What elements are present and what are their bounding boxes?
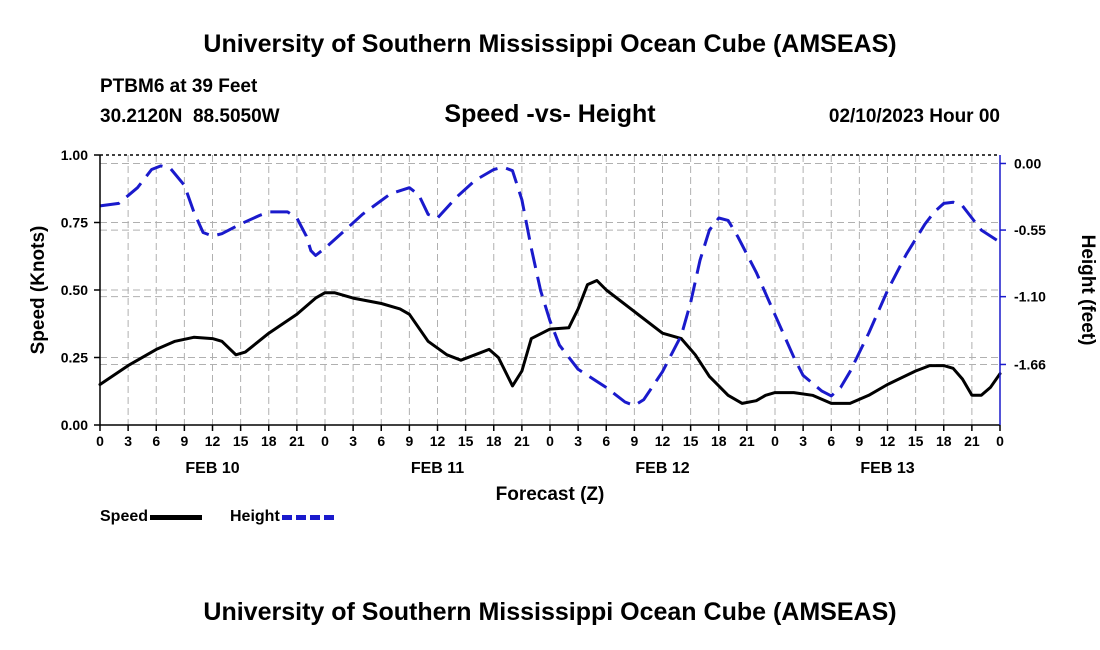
station-label: PTBM6 at 39 Feet (100, 76, 258, 97)
y-tick-label-left: 0.00 (61, 417, 88, 433)
y-tick-label-left: 1.00 (61, 147, 88, 163)
y-tick-label-right: -1.10 (1014, 289, 1046, 305)
x-tick-label: 18 (261, 433, 277, 449)
x-tick-label: 0 (546, 433, 554, 449)
x-tick-label: 21 (289, 433, 305, 449)
y-axis-left-label: Speed (Knots) (28, 226, 49, 355)
x-tick-label: 9 (405, 433, 413, 449)
x-tick-label: 12 (205, 433, 221, 449)
axes: 0 3 6 9 12 15 18 21 0 3 6 9 12 15 18 21 0 3 6 9 12 15 18 21 0 3 6 9… (61, 147, 1046, 477)
chart-subtitle: Speed -vs- Height (444, 100, 656, 128)
y-tick-label-right: -1.66 (1014, 356, 1046, 372)
x-tick-label: 3 (799, 433, 807, 449)
y-tick-label-left: 0.75 (61, 215, 88, 231)
x-tick-label: 0 (771, 433, 779, 449)
day-label: FEB 10 (185, 460, 239, 477)
x-tick-label: 15 (233, 433, 249, 449)
x-tick-label: 0 (996, 433, 1004, 449)
x-tick-label: 21 (739, 433, 755, 449)
x-tick-label: 6 (827, 433, 835, 449)
legend-height-label: Height (230, 508, 280, 525)
x-tick-label: 18 (936, 433, 952, 449)
x-tick-label: 15 (458, 433, 474, 449)
y-tick-label-left: 0.50 (61, 282, 88, 298)
x-tick-label: 6 (152, 433, 160, 449)
x-tick-label: 6 (377, 433, 385, 449)
series (98, 164, 1002, 408)
bottom-title: University of Southern Mississippi Ocean… (203, 598, 897, 626)
legend-speed: Speed (100, 508, 203, 526)
day-label: FEB 11 (411, 460, 464, 477)
x-tick-label: 15 (683, 433, 699, 449)
legend-height-swatch (281, 514, 334, 520)
grid (100, 155, 1000, 425)
x-axis-label: Forecast (Z) (496, 484, 605, 505)
y-tick-label-right: 0.00 (1014, 155, 1041, 171)
x-tick-label: 21 (964, 433, 980, 449)
day-label: FEB 12 (635, 460, 689, 477)
coordinates-label: 30.2120N 88.5050W (100, 106, 280, 127)
x-tick-label: 12 (655, 433, 671, 449)
x-tick-label: 9 (855, 433, 863, 449)
x-tick-label: 3 (124, 433, 132, 449)
x-tick-label: 0 (321, 433, 329, 449)
day-label: FEB 13 (860, 460, 914, 477)
speed-series-line (98, 279, 1002, 405)
x-tick-label: 12 (880, 433, 896, 449)
legend-height: Height (230, 508, 334, 526)
chart-title: University of Southern Mississippi Ocean… (203, 30, 897, 58)
height-series-line (99, 164, 1001, 408)
x-tick-label: 12 (430, 433, 446, 449)
x-tick-label: 9 (630, 433, 638, 449)
x-tick-label: 3 (574, 433, 582, 449)
x-tick-label: 6 (602, 433, 610, 449)
forecast-date-label: 02/10/2023 Hour 00 (828, 106, 1000, 127)
legend-speed-swatch (150, 514, 203, 520)
x-tick-label: 18 (711, 433, 727, 449)
y-tick-label-right: -0.55 (1014, 222, 1046, 238)
x-tick-label: 0 (96, 433, 104, 449)
x-tick-label: 15 (908, 433, 924, 449)
x-tick-label: 21 (514, 433, 530, 449)
legend-speed-label: Speed (100, 508, 149, 525)
x-tick-label: 3 (349, 433, 357, 449)
y-axis-right-label: Height (feet) (1077, 235, 1098, 346)
x-tick-label: 18 (486, 433, 502, 449)
y-tick-label-left: 0.25 (61, 350, 88, 366)
x-tick-label: 9 (180, 433, 188, 449)
